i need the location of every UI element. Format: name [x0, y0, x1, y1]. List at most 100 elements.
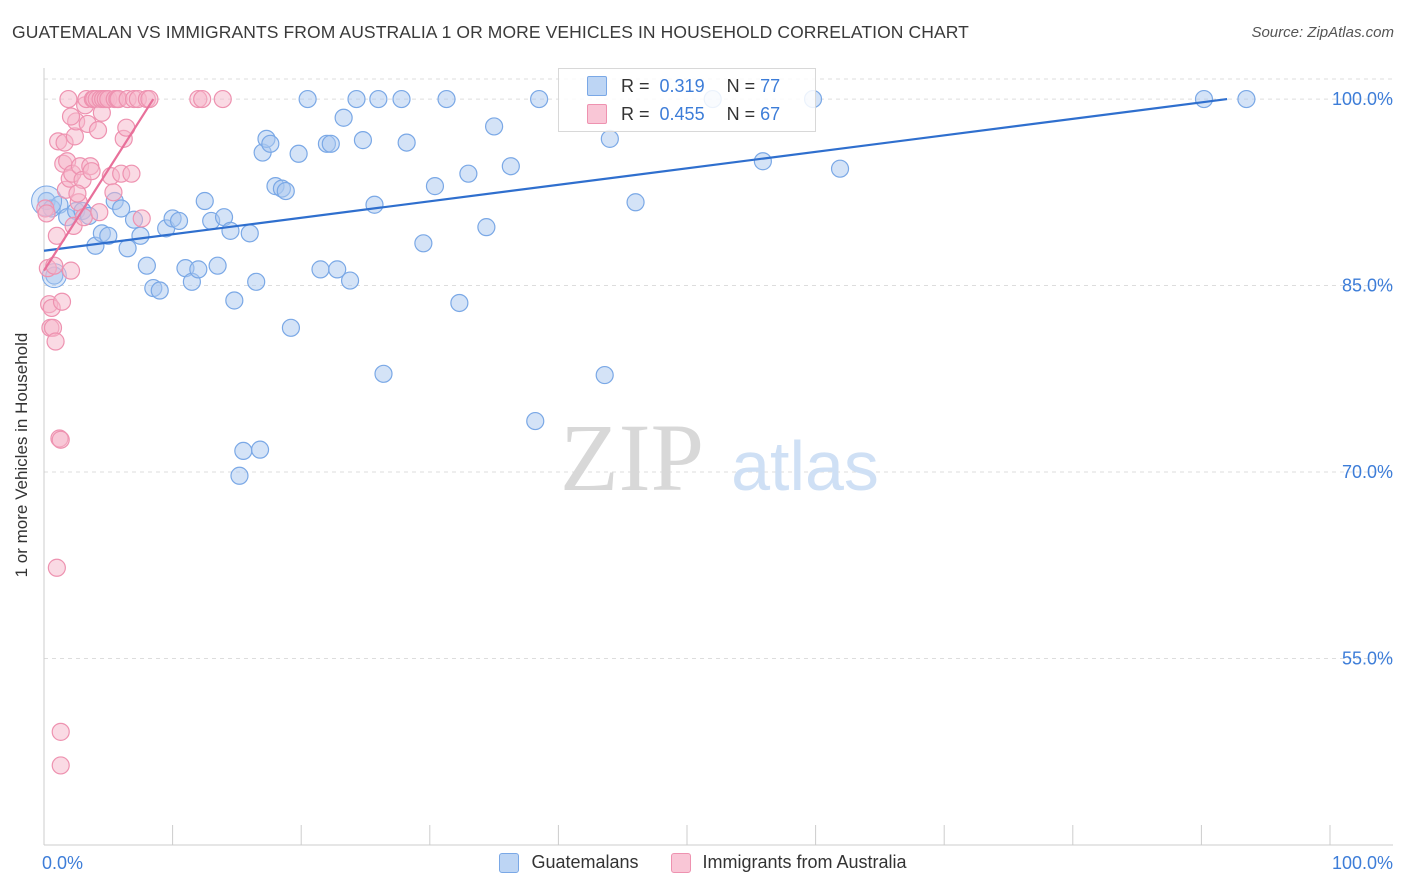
- point-guatemalans: [281, 318, 301, 337]
- point-guatemalans: [99, 226, 118, 245]
- y-tick-label: 70.0%: [1342, 462, 1393, 482]
- point-guatemalans: [230, 466, 249, 485]
- point-guatemalans: [189, 260, 208, 279]
- point-guatemalans: [477, 218, 496, 237]
- point-immigrants-australia: [90, 203, 109, 222]
- legend-n-label: N =: [726, 103, 756, 124]
- legend-r-value: 0.455: [659, 103, 705, 124]
- point-guatemalans: [526, 411, 545, 431]
- point-guatemalans: [595, 365, 614, 385]
- point-guatemalans: [626, 193, 645, 212]
- point-guatemalans: [328, 260, 347, 279]
- legend-n-label: N =: [726, 75, 756, 96]
- point-immigrants-australia: [68, 184, 87, 203]
- legend-label: Guatemalans: [531, 852, 639, 872]
- point-guatemalans: [289, 144, 308, 163]
- point-guatemalans: [450, 293, 469, 313]
- legend-swatch-pink: [670, 852, 691, 873]
- x-tick-label: 100.0%: [1332, 853, 1393, 873]
- point-guatemalans: [311, 260, 330, 279]
- point-guatemalans: [365, 195, 384, 214]
- point-guatemalans: [137, 256, 156, 275]
- point-guatemalans: [131, 226, 150, 245]
- legend-item-immigrants-australia[interactable]: Immigrants from Australia: [670, 852, 907, 873]
- point-immigrants-australia: [61, 261, 81, 280]
- grid-lines: [44, 78, 1393, 660]
- point-immigrants-australia: [213, 89, 232, 109]
- point-guatemalans: [150, 281, 169, 300]
- legend-swatch-blue: [587, 76, 607, 96]
- trend-lines: [43, 97, 1228, 272]
- watermark: ZIP atlas: [560, 404, 879, 511]
- trend-line-immigrants-australia: [43, 98, 155, 272]
- legend-row-immigrants-australia: R = 0.455 N = 67: [587, 100, 780, 128]
- point-guatemalans: [501, 157, 520, 176]
- point-immigrants-australia: [37, 204, 56, 223]
- point-immigrants-australia: [122, 164, 141, 183]
- point-guatemalans: [397, 133, 416, 152]
- watermark-zip: ZIP: [560, 404, 704, 511]
- point-guatemalans: [347, 89, 366, 109]
- legend-r-label: R =: [621, 103, 650, 124]
- legend-r-value: 0.319: [659, 75, 705, 96]
- point-guatemalans: [753, 152, 772, 171]
- point-guatemalans: [353, 131, 373, 150]
- point-guatemalans: [247, 272, 266, 291]
- point-guatemalans: [830, 159, 850, 178]
- point-guatemalans: [334, 108, 353, 127]
- point-immigrants-australia: [51, 756, 70, 775]
- point-immigrants-australia: [59, 89, 78, 109]
- y-tick-label: 85.0%: [1342, 276, 1393, 296]
- point-guatemalans: [1237, 89, 1256, 109]
- point-guatemalans: [169, 211, 189, 231]
- y-tick-label: 55.0%: [1342, 649, 1393, 669]
- point-immigrants-australia: [104, 183, 123, 202]
- point-guatemalans: [298, 89, 317, 109]
- legend-n-value: 67: [760, 103, 781, 124]
- point-immigrants-australia: [46, 332, 65, 351]
- point-immigrants-australia: [51, 430, 70, 449]
- point-guatemalans: [1194, 89, 1214, 109]
- point-guatemalans: [261, 134, 280, 153]
- watermark-atlas: atlas: [731, 427, 879, 505]
- point-guatemalans: [530, 89, 549, 109]
- chart-title: GUATEMALAN VS IMMIGRANTS FROM AUSTRALIA …: [12, 22, 969, 42]
- tick-labels: 55.0% 70.0% 85.0% 100.0% 0.0% 100.0%: [42, 89, 1393, 873]
- point-guatemalans: [459, 164, 478, 183]
- source-credit: Source: ZipAtlas.com: [1251, 24, 1394, 41]
- y-axis-label: 1 or more Vehicles in Household: [12, 332, 31, 578]
- point-guatemalans: [600, 129, 619, 148]
- series-immigrants-australia: [36, 89, 232, 775]
- point-guatemalans: [195, 191, 214, 211]
- point-guatemalans: [321, 134, 340, 153]
- point-guatemalans: [208, 256, 227, 275]
- legend-label: Immigrants from Australia: [702, 852, 907, 872]
- point-guatemalans: [118, 239, 137, 258]
- point-guatemalans: [437, 89, 456, 109]
- point-guatemalans: [414, 234, 433, 253]
- point-immigrants-australia: [51, 722, 70, 741]
- point-immigrants-australia: [193, 89, 212, 109]
- x-tick-label: 0.0%: [42, 853, 83, 873]
- point-guatemalans: [225, 291, 244, 310]
- point-guatemalans: [392, 89, 411, 109]
- legend-swatch-pink: [587, 104, 607, 124]
- correlation-legend: R = 0.319 N = 77 R = 0.455 N = 67: [558, 68, 816, 132]
- legend-n-value: 77: [760, 75, 781, 96]
- legend-swatch-blue: [499, 852, 520, 873]
- legend-item-guatemalans[interactable]: Guatemalans: [499, 852, 639, 873]
- point-guatemalans: [425, 177, 445, 196]
- point-guatemalans: [221, 221, 240, 240]
- trend-line-guatemalans: [43, 97, 1228, 252]
- point-guatemalans: [240, 224, 259, 243]
- legend-r-label: R =: [621, 75, 650, 96]
- point-immigrants-australia: [88, 121, 108, 140]
- point-guatemalans: [340, 271, 360, 290]
- legend-row-guatemalans: R = 0.319 N = 77: [587, 72, 780, 100]
- point-immigrants-australia: [132, 209, 151, 228]
- point-immigrants-australia: [61, 107, 81, 126]
- point-immigrants-australia: [52, 292, 72, 311]
- point-guatemalans: [369, 89, 388, 109]
- point-guatemalans: [374, 364, 393, 383]
